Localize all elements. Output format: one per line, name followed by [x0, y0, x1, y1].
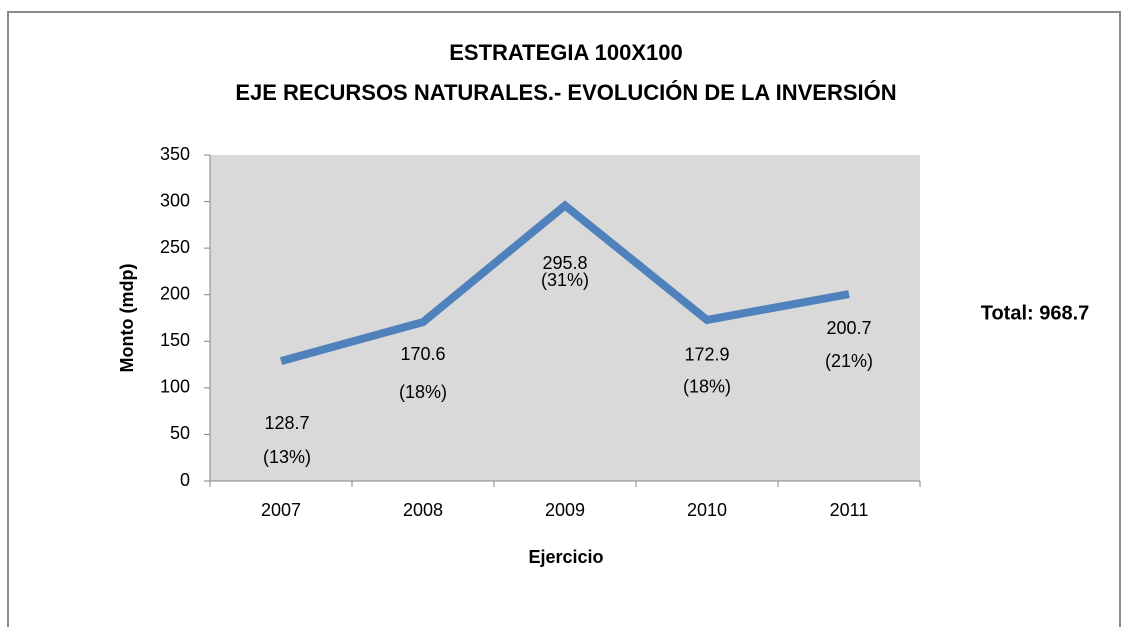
y-tick-label: 50 [170, 423, 190, 443]
data-label: 200.7 [826, 318, 871, 338]
data-label: 128.7 [264, 413, 309, 433]
y-tick-label: 100 [160, 377, 190, 397]
chart-title: ESTRATEGIA 100X100 [449, 40, 683, 65]
x-axis-label: Ejercicio [528, 547, 603, 567]
y-tick-label: 250 [160, 237, 190, 257]
data-line [279, 200, 850, 365]
y-tick-label: 350 [160, 144, 190, 164]
y-tick-label: 300 [160, 190, 190, 210]
percent-label: (18%) [683, 377, 731, 397]
y-tick-label: 200 [160, 283, 190, 303]
y-tick-label: 150 [160, 330, 190, 350]
y-tick-label: 0 [180, 470, 190, 490]
y-axis-label: Monto (mdp) [117, 264, 137, 373]
percent-label: (21%) [825, 351, 873, 371]
x-tick-label: 2011 [830, 500, 869, 520]
x-tick-label: 2009 [545, 500, 585, 520]
percent-label: (18%) [399, 382, 447, 402]
x-tick-label: 2010 [687, 500, 727, 520]
x-tick-label: 2007 [261, 500, 301, 520]
data-label: 170.6 [400, 344, 445, 364]
percent-label: (31%) [541, 270, 589, 290]
x-tick-label: 2008 [403, 500, 443, 520]
percent-label: (13%) [263, 447, 311, 467]
data-label: 295.8 [542, 253, 587, 273]
total-annotation: Total: 968.7 [981, 302, 1090, 324]
data-label: 172.9 [684, 345, 729, 365]
chart-title: EJE RECURSOS NATURALES.- EVOLUCIÓN DE LA… [235, 80, 896, 105]
